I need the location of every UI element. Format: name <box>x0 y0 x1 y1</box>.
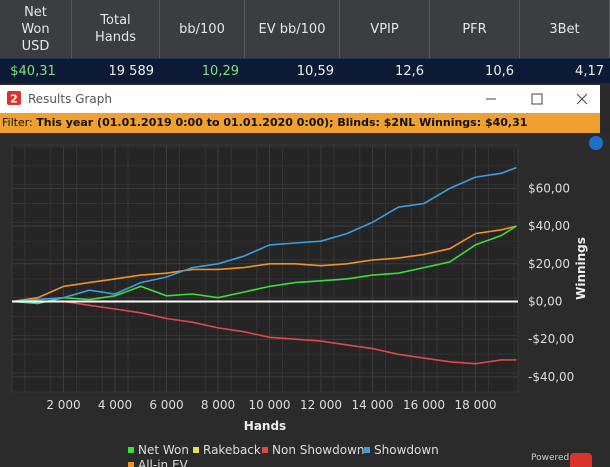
stat-value: 4,17 <box>575 63 604 79</box>
x-axis-label: Hands <box>244 419 286 433</box>
stat-value: 19 589 <box>108 63 155 79</box>
y-tick-label: -$20,00 <box>528 332 574 346</box>
y-tick-label: $60,00 <box>528 181 570 195</box>
filter-bar: Filter: This year (01.01.2019 0:00 to 01… <box>0 113 600 133</box>
legend-swatch <box>128 462 134 467</box>
series-line <box>11 225 517 305</box>
column-header-text: EV bb/100 <box>258 21 326 37</box>
stat-value: 10,29 <box>201 63 239 79</box>
powered-by: Powered by <box>531 453 584 463</box>
filter-value: This year (01.01.2019 0:00 to 01.01.2020… <box>36 116 528 129</box>
stats-values: $40,31 19 589 10,29 10,59 12,6 10,6 4,17 <box>0 58 610 83</box>
filter-label: Filter: <box>2 116 33 129</box>
y-tick-label: $0,00 <box>528 294 562 308</box>
column-header[interactable]: Net Won USD <box>0 0 72 58</box>
x-tick-label: 10 000 <box>249 398 291 412</box>
column-header[interactable]: 3Bet <box>520 0 610 58</box>
column-header[interactable]: bb/100 <box>160 0 245 58</box>
x-tick-label: 2 000 <box>46 398 80 412</box>
column-header-text: PFR <box>462 21 487 37</box>
title-bar-graphics: 2 Results Graph <box>7 91 588 106</box>
column-header[interactable]: Total Hands <box>72 0 160 58</box>
legend-swatch <box>364 447 370 453</box>
legend-label: Non Showdown <box>272 443 365 457</box>
x-tick-label: 18 000 <box>455 398 497 412</box>
legend-label: Rakeback <box>203 443 261 457</box>
stats-header: Net Won USD Total Hands bb/100 EV bb/100 VPI… <box>0 0 610 58</box>
legend-label: Net Won <box>138 443 189 457</box>
x-tick-label: 6 000 <box>149 398 183 412</box>
x-tick-label: 8 000 <box>201 398 235 412</box>
column-header[interactable]: PFR <box>430 0 520 58</box>
app-icon <box>7 91 21 105</box>
series-line <box>11 166 517 303</box>
x-tick-label: 14 000 <box>352 398 394 412</box>
column-header-text: Total Hands <box>94 13 136 45</box>
x-tick-label: 12 000 <box>300 398 342 412</box>
legend-swatch <box>128 447 134 453</box>
y-tick-label: $20,00 <box>528 257 570 271</box>
stat-value: $40,31 <box>10 63 56 79</box>
results-graph: 2 000 4 000 6 000 8 000 10 000 12 000 14 000 16… <box>0 133 610 467</box>
legend-swatch <box>193 447 199 453</box>
stat-value: 10,6 <box>485 63 514 79</box>
y-tick-label: $40,00 <box>528 219 570 233</box>
legend-label: Showdown <box>374 443 439 457</box>
legend-swatch <box>262 447 268 453</box>
y-tick-label: -$40,00 <box>528 370 574 384</box>
y-axis-label: Winnings <box>574 237 588 300</box>
window-title: Results Graph <box>28 92 112 106</box>
series-line <box>11 225 517 303</box>
column-header-text: 3Bet <box>549 21 580 37</box>
stat-value: 12,6 <box>395 63 424 79</box>
close-button[interactable] <box>576 93 588 105</box>
plot-area <box>11 144 519 393</box>
column-header-text: bb/100 <box>179 21 225 37</box>
title-bar: 2 Results Graph <box>0 85 600 113</box>
x-tick-label: 16 000 <box>403 398 445 412</box>
stat-value: 10,59 <box>296 63 334 79</box>
brand-logo <box>570 453 592 467</box>
column-header-text: VPIP <box>370 21 399 37</box>
column-header-text: Net Won USD <box>21 4 50 54</box>
column-header[interactable]: VPIP <box>340 0 430 58</box>
maximize-button[interactable] <box>531 93 543 105</box>
x-tick-label: 4 000 <box>98 398 132 412</box>
column-header[interactable]: EV bb/100 <box>245 0 340 58</box>
legend-label: All-in EV <box>138 458 189 467</box>
app-icon-glyph: 2 <box>10 93 18 106</box>
series-line <box>12 300 517 365</box>
info-icon[interactable] <box>589 136 603 150</box>
